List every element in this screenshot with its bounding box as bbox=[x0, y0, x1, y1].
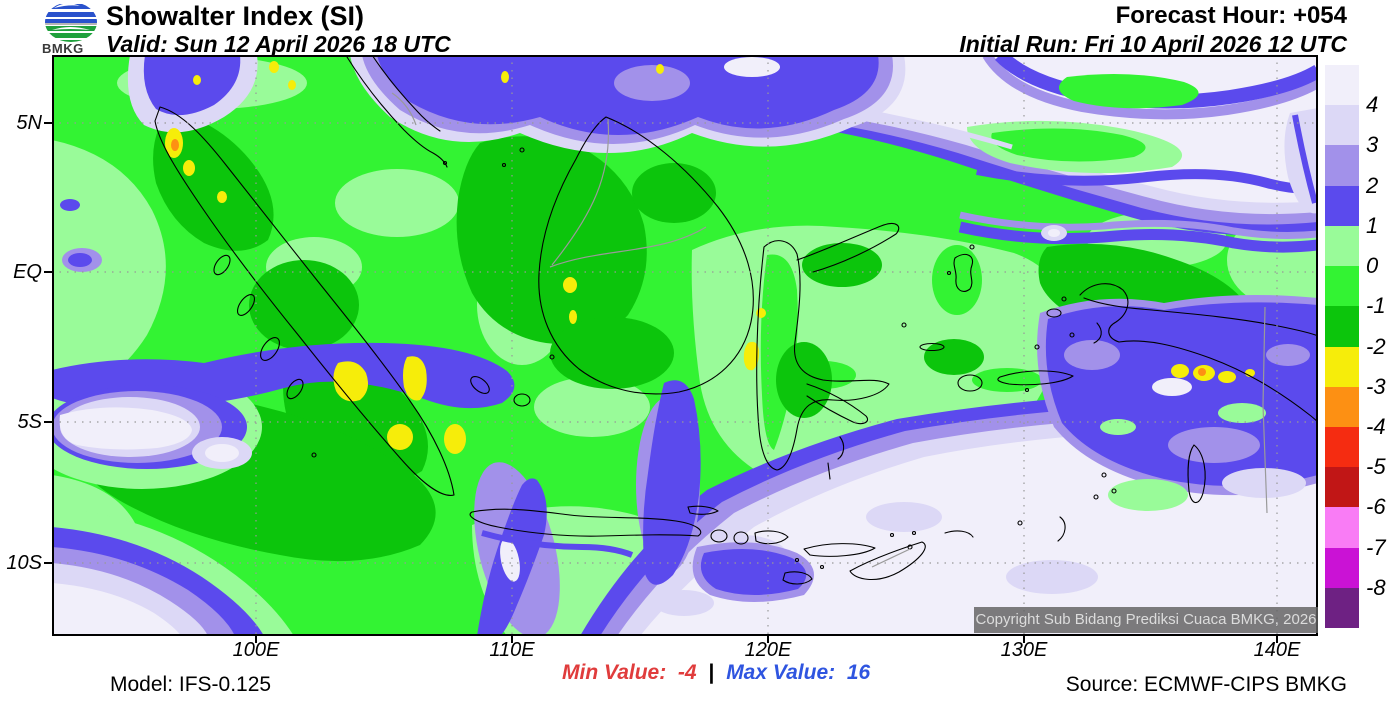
colorbar-segment bbox=[1325, 225, 1359, 267]
lon-label-130e: 130E bbox=[1000, 639, 1048, 661]
lat-label-eq: EQ bbox=[13, 261, 42, 283]
minmax-line: Min Value: -4 | Max Value: 16 bbox=[562, 661, 870, 685]
lon-label-100e: 100E bbox=[232, 639, 280, 661]
colorbar-segment bbox=[1325, 185, 1359, 226]
lon-tick bbox=[511, 636, 513, 643]
colorbar-segment bbox=[1325, 145, 1359, 186]
graticule bbox=[52, 55, 1318, 636]
colorbar-segment bbox=[1325, 426, 1359, 468]
max-value: 16 bbox=[846, 661, 871, 684]
colorbar-tick-label: 4 bbox=[1366, 92, 1379, 118]
source-label: Source: ECMWF-CIPS BMKG bbox=[1065, 673, 1347, 696]
valid-time-label: Valid: Sun 12 April 2026 18 UTC bbox=[106, 31, 451, 57]
country-borders bbox=[391, 92, 1268, 568]
map-frame bbox=[52, 55, 1318, 636]
colorbar-segment bbox=[1325, 386, 1359, 427]
colorbar-tick-label: -6 bbox=[1366, 494, 1386, 520]
lon-tick bbox=[1023, 636, 1025, 643]
bmkg-logo-text: BMKG bbox=[42, 41, 84, 56]
lon-tick bbox=[1276, 636, 1278, 643]
colorbar-tick-label: -1 bbox=[1366, 293, 1386, 319]
lat-tick bbox=[44, 421, 52, 423]
bmkg-logo bbox=[40, 0, 102, 56]
contour-fills bbox=[22, 49, 1357, 638]
coastlines bbox=[154, 54, 1319, 585]
model-label: Model: IFS-0.125 bbox=[110, 673, 272, 696]
colorbar-labels: 4 3 2 1 0 -1 -2 -3 -4 -5 -6 -7 -8 bbox=[1366, 65, 1400, 628]
lat-tick bbox=[44, 562, 52, 564]
colorbar-tick-label: 1 bbox=[1366, 212, 1379, 238]
colorbar-segment bbox=[1325, 587, 1359, 629]
bmkg-logo-icon bbox=[45, 2, 97, 42]
colorbar-tick-label: 2 bbox=[1366, 172, 1379, 198]
lon-label-120e: 120E bbox=[744, 639, 792, 661]
forecast-hour-label: Forecast Hour: +054 bbox=[1115, 2, 1347, 29]
colorbar-tick-label: -7 bbox=[1366, 534, 1386, 560]
map-graphic bbox=[22, 49, 1357, 638]
colorbar-segment bbox=[1325, 105, 1359, 146]
colorbar-tick-label: -8 bbox=[1366, 574, 1386, 600]
colorbar-tick-label: -5 bbox=[1366, 454, 1386, 480]
lon-label-140e: 140E bbox=[1253, 639, 1301, 661]
lat-label-5s: 5S bbox=[17, 411, 42, 433]
lon-label-110e: 110E bbox=[489, 639, 535, 661]
copyright-overlay: Copyright Sub Bidang Prediksi Cuaca BMKG… bbox=[974, 607, 1318, 633]
lon-tick bbox=[767, 636, 769, 643]
lat-label-5n: 5N bbox=[16, 112, 42, 134]
colorbar-tick-label: 0 bbox=[1366, 253, 1379, 279]
map-panel bbox=[22, 49, 1357, 638]
page-title: Showalter Index (SI) bbox=[106, 1, 365, 31]
lat-label-10s: 10S bbox=[6, 552, 42, 574]
colorbar bbox=[1325, 65, 1359, 629]
colorbar-tick-label: -3 bbox=[1366, 373, 1386, 399]
min-value: -4 bbox=[677, 661, 697, 684]
lat-tick bbox=[44, 271, 52, 273]
colorbar-segment bbox=[1325, 507, 1359, 548]
colorbar-segment bbox=[1325, 65, 1359, 106]
colorbar-tick-label: 3 bbox=[1366, 132, 1379, 158]
max-value-label: Max Value: bbox=[726, 661, 836, 684]
lon-tick bbox=[255, 636, 257, 643]
minmax-separator: | bbox=[708, 661, 715, 684]
lat-tick bbox=[44, 122, 52, 124]
colorbar-tick-label: -2 bbox=[1366, 333, 1386, 359]
min-value-label: Min Value: bbox=[562, 661, 667, 684]
colorbar-segment bbox=[1325, 467, 1359, 508]
colorbar-segment bbox=[1325, 306, 1359, 347]
initial-run-label: Initial Run: Fri 10 April 2026 12 UTC bbox=[959, 31, 1347, 57]
colorbar-segment bbox=[1325, 547, 1359, 588]
colorbar-tick-label: -4 bbox=[1366, 413, 1386, 439]
colorbar-segment bbox=[1325, 346, 1359, 387]
colorbar-segment bbox=[1325, 266, 1359, 307]
